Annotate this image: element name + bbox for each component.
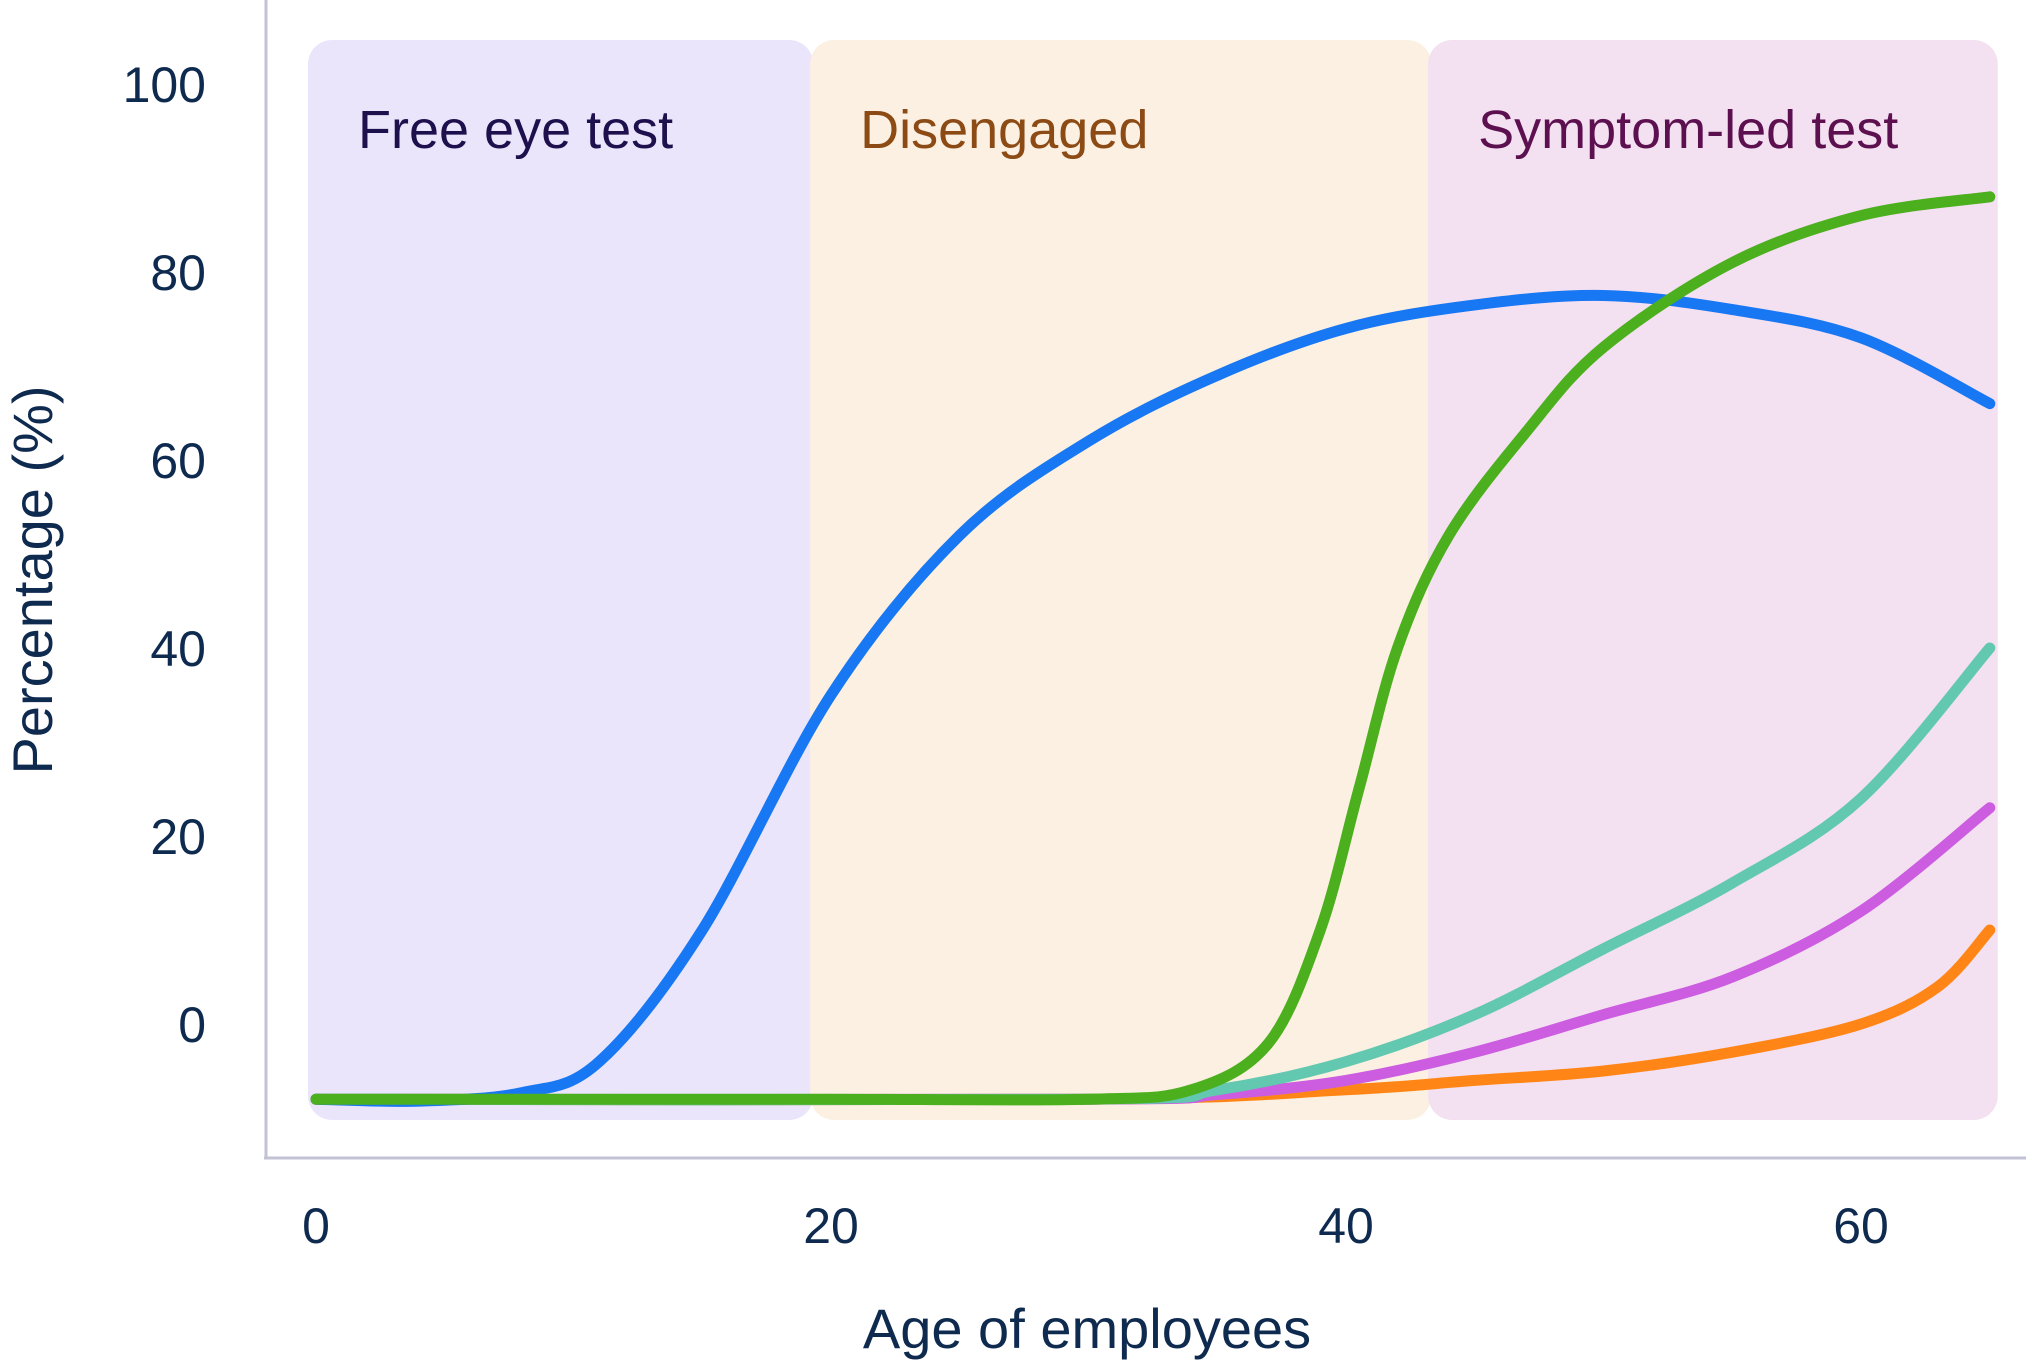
x-axis-title: Age of employees xyxy=(863,1297,1311,1360)
y-tick-80: 80 xyxy=(150,245,206,301)
axes xyxy=(264,0,2026,1160)
series-line-1 xyxy=(310,191,1996,1106)
x-tick-40: 40 xyxy=(1318,1198,1374,1254)
band-label-0: Free eye test xyxy=(358,100,673,160)
y-tick-60: 60 xyxy=(150,433,206,489)
x-tick-0: 0 xyxy=(302,1198,330,1254)
y-tick-0: 0 xyxy=(178,997,206,1053)
y-axis-title: Percentage (%) xyxy=(1,385,64,774)
band-1 xyxy=(810,40,1432,1120)
x-tick-labels: 0 20 40 60 xyxy=(302,1198,1889,1254)
background-bands: Free eye test Disengaged Symptom-led test xyxy=(308,40,1998,1120)
series-lines xyxy=(310,191,1996,1107)
band-0 xyxy=(308,40,814,1120)
y-tick-100: 100 xyxy=(123,57,206,113)
series-line-0 xyxy=(310,289,1996,1107)
x-tick-20: 20 xyxy=(803,1198,859,1254)
y-tick-40: 40 xyxy=(150,621,206,677)
y-tick-20: 20 xyxy=(150,809,206,865)
band-2 xyxy=(1428,40,1998,1120)
band-label-1: Disengaged xyxy=(860,100,1148,160)
y-tick-labels: 0 20 40 60 80 100 xyxy=(123,57,206,1053)
x-tick-60: 60 xyxy=(1833,1198,1889,1254)
band-label-2: Symptom-led test xyxy=(1478,100,1898,160)
